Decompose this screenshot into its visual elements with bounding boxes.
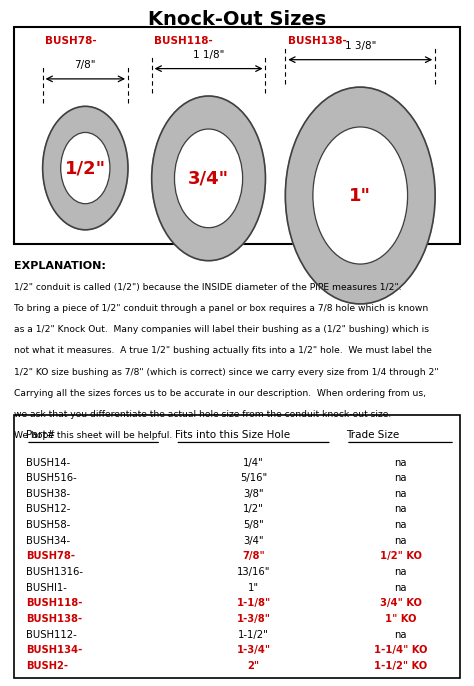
Text: na: na [394,473,407,483]
Text: BUSH78-: BUSH78- [26,552,75,561]
Text: 1/2" KO size bushing as 7/8" (which is correct) since we carry every size from 1: 1/2" KO size bushing as 7/8" (which is c… [14,368,439,377]
Text: we ask that you differentiate the actual hole size from the conduit knock-out si: we ask that you differentiate the actual… [14,410,392,419]
Circle shape [43,106,128,230]
FancyBboxPatch shape [14,27,460,244]
Circle shape [61,132,110,204]
Text: BUSH118-: BUSH118- [154,36,213,46]
Text: BUSH12-: BUSH12- [26,504,71,514]
Text: 1": 1" [248,582,259,593]
Text: na: na [394,520,407,530]
Text: 2": 2" [247,661,260,671]
Text: na: na [394,458,407,468]
Text: 1/2" KO: 1/2" KO [380,552,421,561]
Text: BUSH78-: BUSH78- [45,36,97,46]
Text: 1-1/2" KO: 1-1/2" KO [374,661,427,671]
Text: 1-3/8": 1-3/8" [237,614,271,624]
Text: 1" KO: 1" KO [385,614,416,624]
Text: na: na [394,504,407,514]
Text: 1-1/4" KO: 1-1/4" KO [374,646,427,655]
Text: BUSH516-: BUSH516- [26,473,77,483]
Text: 1-1/2": 1-1/2" [238,630,269,639]
Text: Carrying all the sizes forces us to be accurate in our description.  When orderi: Carrying all the sizes forces us to be a… [14,389,426,398]
Text: 13/16": 13/16" [237,567,270,577]
Text: 1/2" conduit is called (1/2") because the INSIDE diameter of the PIPE measures 1: 1/2" conduit is called (1/2") because th… [14,283,402,292]
Text: 3/4" KO: 3/4" KO [380,598,421,608]
Text: Trade Size: Trade Size [346,430,399,440]
Text: 1 3/8": 1 3/8" [345,40,376,51]
Text: BUSH134-: BUSH134- [26,646,82,655]
Text: na: na [394,630,407,639]
Text: 3/8": 3/8" [243,489,264,499]
Text: BUSH1316-: BUSH1316- [26,567,83,577]
Text: Fits into this Size Hole: Fits into this Size Hole [175,430,291,440]
Text: BUSH118-: BUSH118- [26,598,82,608]
Circle shape [285,87,435,304]
Text: not what it measures.  A true 1/2" bushing actually fits into a 1/2" hole.  We m: not what it measures. A true 1/2" bushin… [14,346,432,355]
Text: 5/16": 5/16" [240,473,267,483]
Text: as a 1/2" Knock Out.  Many companies will label their bushing as a (1/2" bushing: as a 1/2" Knock Out. Many companies will… [14,325,429,334]
Text: 1-3/4": 1-3/4" [237,646,271,655]
Circle shape [174,129,243,228]
Text: 1-1/8": 1-1/8" [237,598,271,608]
Text: EXPLANATION:: EXPLANATION: [14,261,106,271]
Text: BUSH14-: BUSH14- [26,458,70,468]
Text: BUSH38-: BUSH38- [26,489,70,499]
FancyBboxPatch shape [14,415,460,678]
Circle shape [313,127,408,264]
Text: BUSH34-: BUSH34- [26,536,70,546]
Text: 3/4": 3/4" [188,169,229,187]
Text: BUSH58-: BUSH58- [26,520,70,530]
Text: BUSH2-: BUSH2- [26,661,68,671]
Text: BUSH138-: BUSH138- [288,36,346,46]
Text: BUSHI1-: BUSHI1- [26,582,67,593]
Text: BUSH112-: BUSH112- [26,630,77,639]
Text: BUSH138-: BUSH138- [26,614,82,624]
Text: 5/8": 5/8" [243,520,264,530]
Text: 3/4": 3/4" [243,536,264,546]
Circle shape [152,96,265,261]
Text: 1": 1" [349,187,371,204]
Text: 1/4": 1/4" [243,458,264,468]
Text: na: na [394,567,407,577]
Text: 7/8": 7/8" [242,552,265,561]
Text: 7/8": 7/8" [74,60,96,70]
Text: na: na [394,582,407,593]
Text: To bring a piece of 1/2" conduit through a panel or box requires a 7/8 hole whic: To bring a piece of 1/2" conduit through… [14,304,428,313]
Text: We hope this sheet will be helpful.: We hope this sheet will be helpful. [14,431,173,440]
Text: na: na [394,536,407,546]
Text: na: na [394,489,407,499]
Text: Part#: Part# [26,430,55,440]
Text: 1/2": 1/2" [243,504,264,514]
Text: 1 1/8": 1 1/8" [193,49,224,60]
Text: Knock-Out Sizes: Knock-Out Sizes [148,10,326,29]
Text: 1/2": 1/2" [65,159,106,177]
